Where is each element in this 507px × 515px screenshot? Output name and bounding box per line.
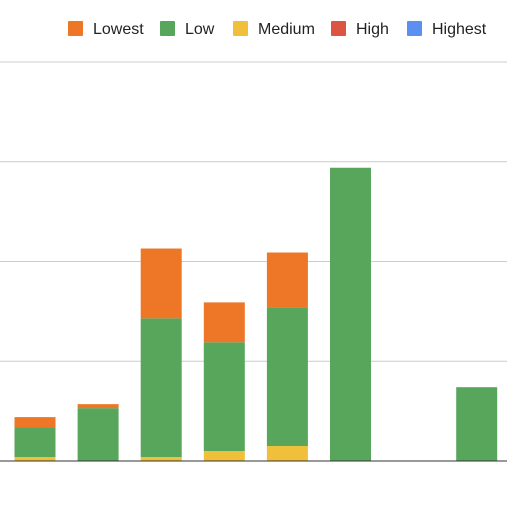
legend-item-lowest: Lowest xyxy=(68,21,144,38)
legend-label: Lowest xyxy=(93,21,144,38)
legend-swatch xyxy=(160,21,175,36)
legend-item-medium: Medium xyxy=(233,21,315,38)
bar-segment-low xyxy=(140,318,182,458)
legend-label: Highest xyxy=(432,21,487,38)
bar-segment-lowest xyxy=(77,404,119,409)
bar-segment-medium xyxy=(203,451,245,461)
bar-segment-medium xyxy=(140,457,182,461)
bar-segment-low xyxy=(203,342,245,452)
legend-label: High xyxy=(356,21,389,38)
legend-item-high: High xyxy=(331,21,389,38)
bar-segment-lowest xyxy=(140,248,182,319)
legend-label: Medium xyxy=(258,21,315,38)
bars xyxy=(14,167,498,462)
legend-swatch xyxy=(233,21,248,36)
bar-segment-medium xyxy=(266,446,308,461)
legend-item-highest: Highest xyxy=(407,21,487,38)
bar-segment-lowest xyxy=(266,252,308,308)
legend: Lowest Low Medium High Highest xyxy=(68,21,487,38)
bar-segment-medium xyxy=(14,457,56,461)
legend-swatch xyxy=(407,21,422,36)
bar-segment-low xyxy=(330,167,371,462)
legend-item-low: Low xyxy=(160,21,215,38)
gridlines xyxy=(0,61,507,362)
bar-segment-low xyxy=(456,387,498,461)
bar-segment-low xyxy=(266,307,308,447)
bar-segment-lowest xyxy=(14,417,56,428)
bar-segment-low xyxy=(77,408,119,461)
legend-swatch xyxy=(68,21,83,36)
legend-label: Low xyxy=(185,21,215,38)
bar-segment-lowest xyxy=(203,302,245,343)
legend-swatch xyxy=(331,21,346,36)
bar-segment-low xyxy=(14,427,56,458)
